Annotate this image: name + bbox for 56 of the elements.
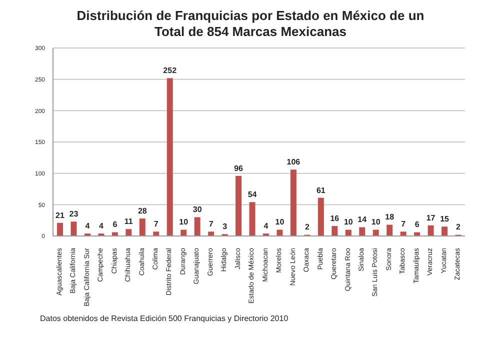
data-label: 10 xyxy=(344,218,354,227)
bar xyxy=(153,232,160,236)
data-label: 106 xyxy=(286,158,301,167)
data-label: 7 xyxy=(154,220,159,229)
data-label: 10 xyxy=(179,218,189,227)
bar xyxy=(372,230,379,236)
data-label: 28 xyxy=(138,206,148,216)
data-label: 14 xyxy=(358,215,368,224)
data-label: 11 xyxy=(124,217,134,226)
bar xyxy=(400,232,406,236)
data-label: 30 xyxy=(192,205,202,214)
data-label: 4 xyxy=(85,221,90,230)
bar xyxy=(112,232,118,236)
data-label: 7 xyxy=(401,220,406,229)
bar xyxy=(180,230,187,236)
data-label: 21 xyxy=(56,210,65,220)
data-label: 252 xyxy=(163,66,178,76)
data-label: 15 xyxy=(440,214,450,224)
bar xyxy=(318,198,324,236)
bar xyxy=(249,202,256,236)
bar xyxy=(386,224,393,236)
bar xyxy=(359,227,366,236)
data-label: 4 xyxy=(98,221,104,230)
bar xyxy=(166,78,173,236)
bar xyxy=(442,226,448,236)
chart-title: Distribución de Franquicias por Estado en México de un Total de 854 Marcas Mexicanas xyxy=(76,8,426,40)
bar xyxy=(70,222,77,236)
bar xyxy=(332,226,338,236)
bar xyxy=(139,218,146,236)
bar xyxy=(126,229,132,236)
bar xyxy=(236,176,242,236)
bar xyxy=(208,232,214,236)
data-label: 10 xyxy=(371,218,381,227)
bar xyxy=(194,217,200,236)
data-label: 4 xyxy=(264,221,269,230)
bar xyxy=(276,230,283,236)
bar xyxy=(414,232,420,236)
data-label: 7 xyxy=(208,220,214,229)
data-label: 10 xyxy=(275,218,285,227)
data-label: 16 xyxy=(330,214,340,223)
data-label: 18 xyxy=(385,212,395,222)
bar xyxy=(57,222,63,236)
data-label: 3 xyxy=(222,222,228,232)
data-label: 23 xyxy=(69,210,79,219)
data-label: 6 xyxy=(414,220,420,230)
bar xyxy=(290,170,296,236)
data-label: 96 xyxy=(234,164,244,173)
text: Datos obtenidos de Revista Edición 500 Franquicias y Directorio 2010 xyxy=(40,314,290,323)
data-label: 54 xyxy=(248,190,258,200)
bar xyxy=(345,230,352,236)
data-label: 17 xyxy=(426,213,436,222)
bar xyxy=(428,225,434,236)
data-label: 2 xyxy=(456,222,462,232)
data-label: 2 xyxy=(304,222,310,232)
data-label: 6 xyxy=(112,220,118,230)
data-label: 61 xyxy=(316,186,326,195)
